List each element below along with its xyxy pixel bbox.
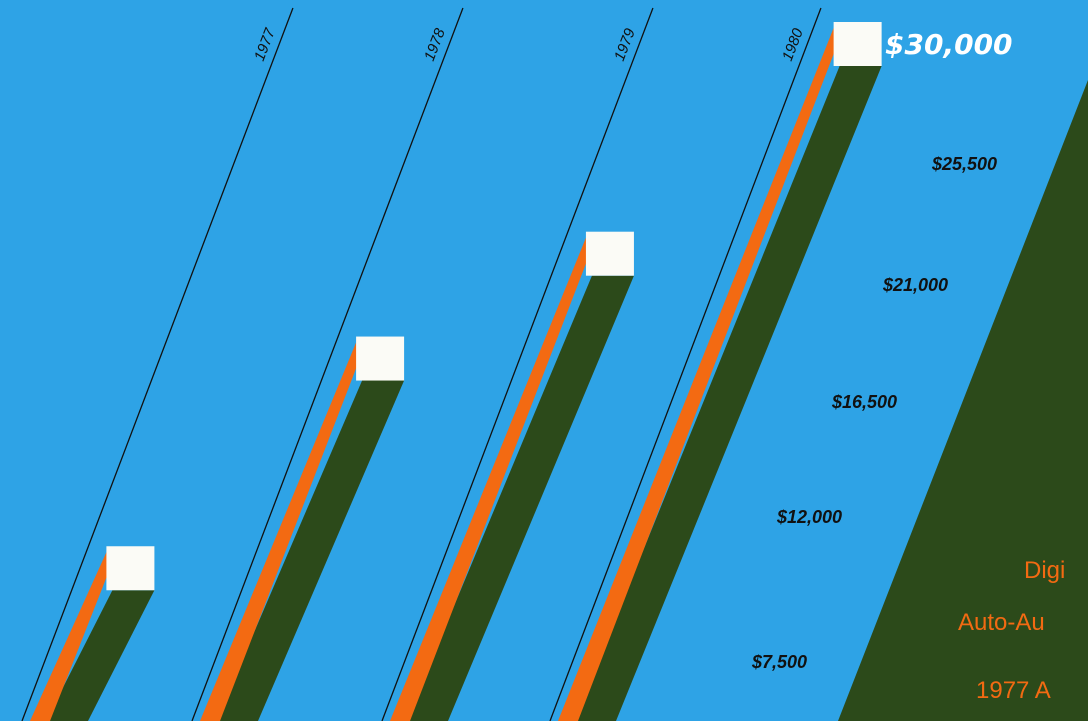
year-line-1979 (381, 7, 654, 721)
bar-side-1980 (574, 66, 882, 721)
side-text-line-1: Digi (1024, 557, 1065, 584)
value-ticks-group: $7,500 $12,000 $16,500 $21,000 $25,500 $30,00… (751, 28, 1013, 672)
value-tick-4: $21,000 (882, 275, 948, 295)
side-text-line-2: Auto-Au (958, 609, 1045, 636)
bar-front-1977 (30, 552, 117, 721)
bar-1980: 1980 (549, 7, 882, 721)
bar-cap-1977 (106, 546, 155, 591)
year-label-1977: 1977 (251, 26, 279, 64)
bar-side-1977 (46, 590, 155, 721)
bars-group: 1977 1978 1979 1980 (21, 7, 882, 721)
value-tick-6: $30,000 (885, 28, 1013, 61)
bar-1977: 1977 (21, 7, 294, 721)
bar-1979: 1979 (381, 7, 654, 721)
year-line-1980 (549, 7, 822, 721)
bar-side-1979 (406, 275, 634, 721)
bar-cap-1979 (585, 231, 634, 276)
bar-front-1980 (558, 28, 844, 721)
bar-cap-1980 (833, 22, 882, 66)
side-panel (838, 80, 1088, 721)
value-tick-2: $12,000 (776, 507, 842, 527)
bar-front-1978 (200, 342, 367, 721)
value-tick-5: $25,500 (931, 154, 997, 174)
bar-cap-1978 (356, 336, 405, 381)
year-line-1978 (191, 7, 464, 721)
bar-front-1979 (390, 237, 596, 721)
value-tick-3: $16,500 (831, 392, 897, 412)
bar-1978: 1978 (191, 7, 464, 721)
year-label-1980: 1980 (779, 26, 807, 64)
year-label-1978: 1978 (421, 26, 449, 64)
value-tick-1: $7,500 (751, 652, 807, 672)
side-text-line-3: 1977 A (976, 677, 1051, 704)
bar-side-1978 (216, 380, 405, 721)
year-label-1979: 1979 (611, 26, 639, 64)
year-line-1977 (21, 7, 294, 721)
